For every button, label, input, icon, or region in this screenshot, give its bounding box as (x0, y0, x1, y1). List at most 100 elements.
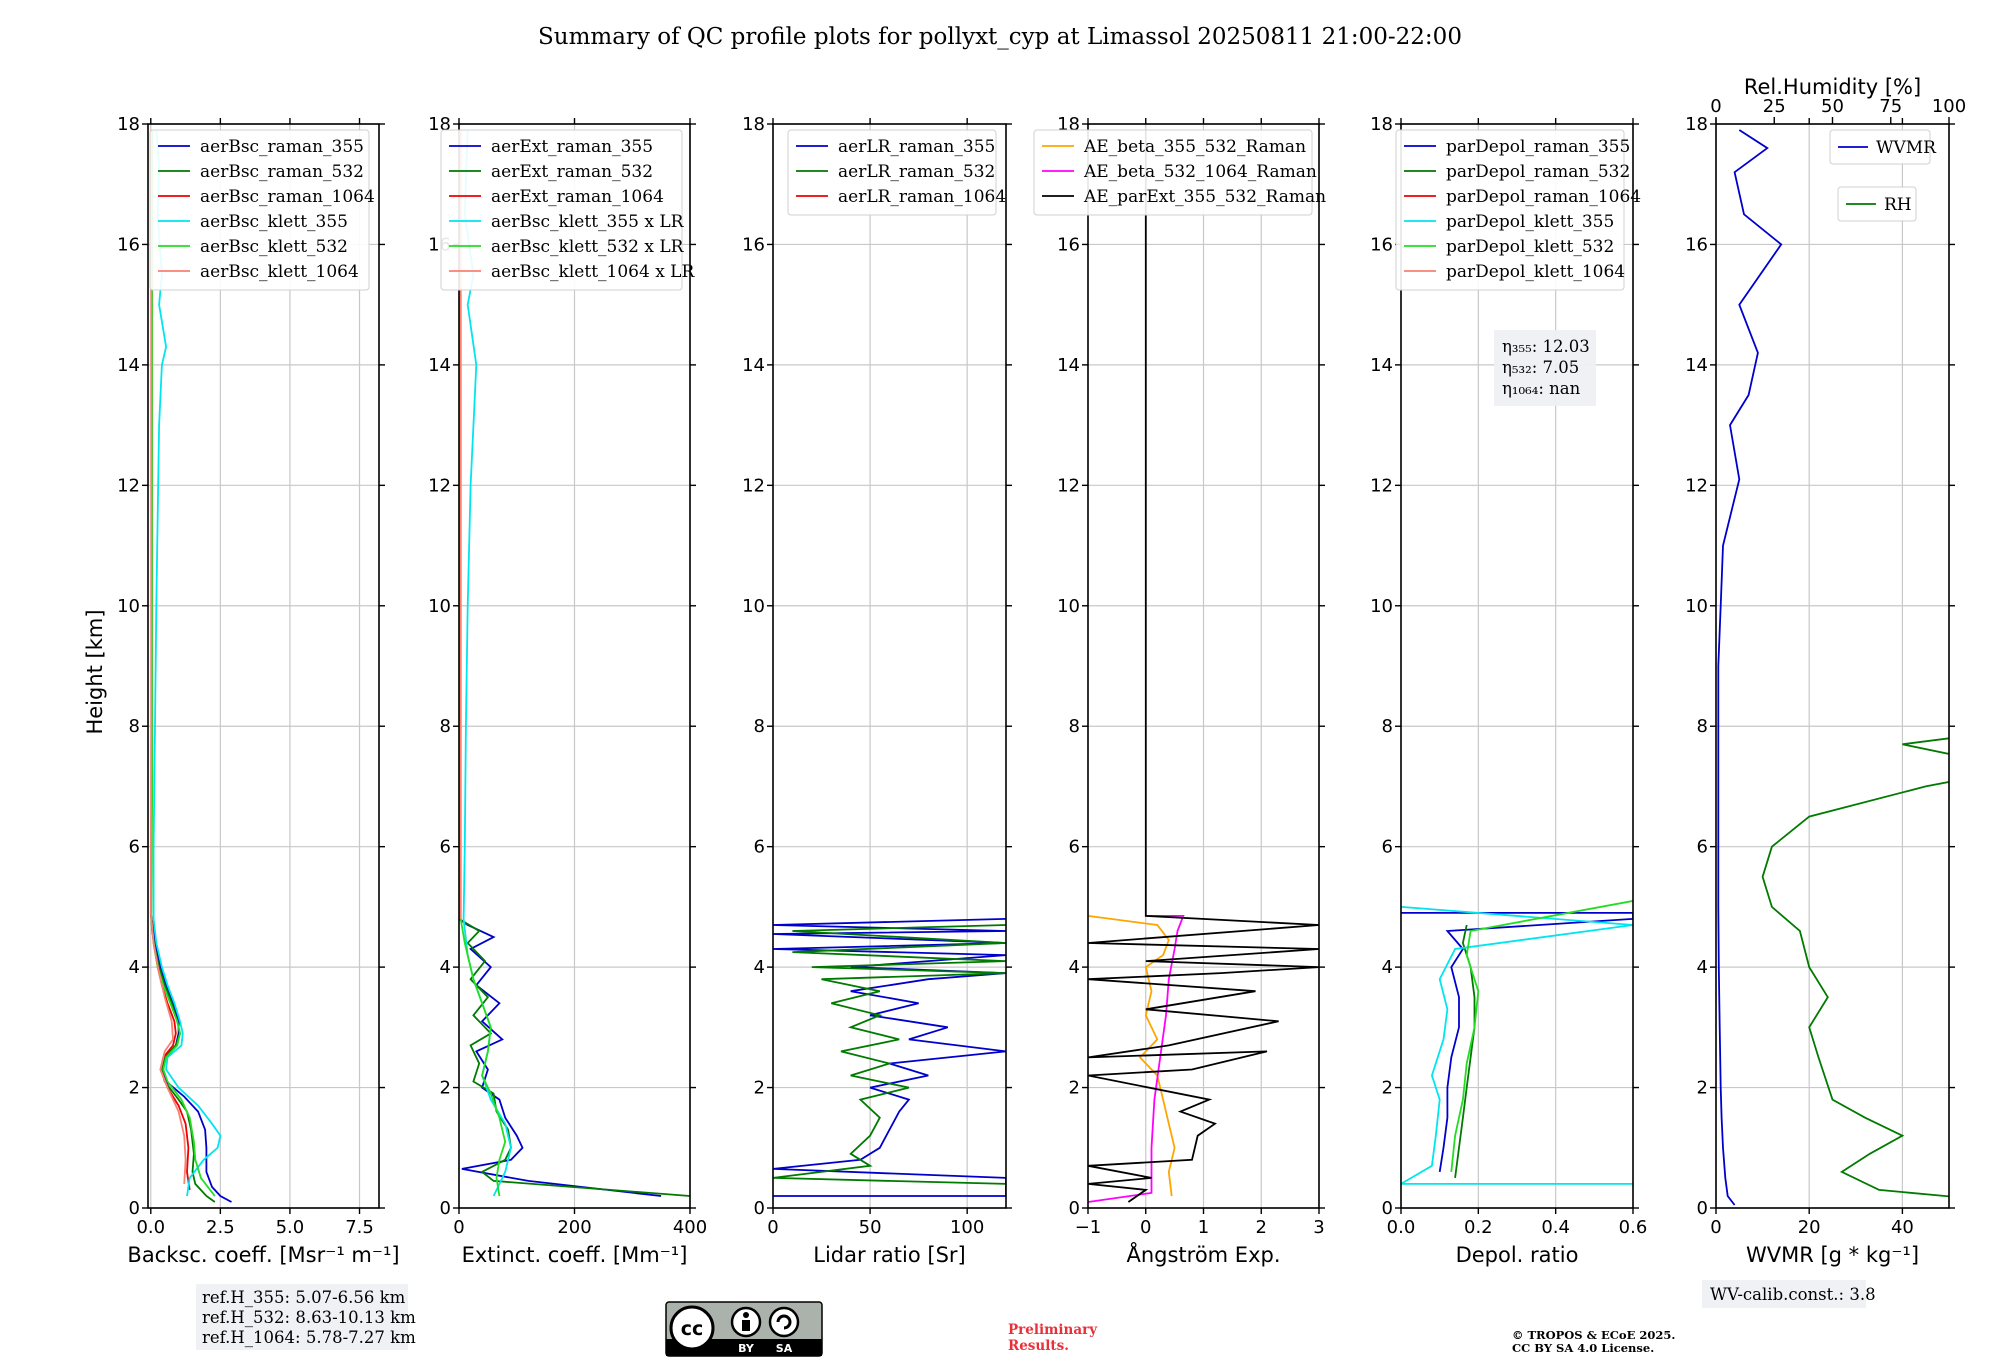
angstrom-x-tick-label: 2 (1256, 1217, 1267, 1238)
extinction-legend: aerExt_raman_355 aerExt_raman_532 aerExt_r… (440, 129, 695, 291)
water_vapor-x-tick-label: 20 (1798, 1217, 1821, 1238)
y-tick-label: 0 (1697, 1198, 1708, 1219)
extinction-x-axis-label: Extinct. coeff. [Mm⁻¹] (462, 1243, 688, 1267)
depolarization-x-tick-label: 0.0 (1387, 1217, 1416, 1238)
y-tick-label: 16 (1685, 234, 1708, 255)
backscatter-panel: 0 2 4 6 8 10 12 14 16 18 0.0 2.5 5.0 7.5 Backsc. coeff… (117, 114, 399, 1267)
preliminary-note: Preliminary (1008, 1322, 1098, 1338)
y-tick-label: 10 (428, 596, 451, 617)
legend-entry: parDepol_klett_355 (1446, 212, 1614, 232)
series-aerBsc_klett_355 (152, 129, 222, 1197)
series-AE_parExt_355_532_Raman (1088, 130, 1319, 1203)
extinction-x-tick-label: 200 (557, 1217, 591, 1238)
y-tick-label: 16 (1370, 234, 1393, 255)
rh-axis-label: Rel.Humidity [%] (1744, 75, 1921, 99)
preliminary-note-2: Results. (1008, 1338, 1069, 1354)
eta-532: η₅₃₂: 7.05 (1502, 358, 1579, 377)
wv-annotation: WV-calib.const.: 3.8 (1702, 1280, 1876, 1308)
y-tick-label: 14 (428, 355, 451, 376)
y-tick-label: 2 (129, 1078, 140, 1099)
y-tick-label: 4 (754, 957, 765, 978)
figure-title: Summary of QC profile plots for pollyxt_… (538, 24, 1462, 50)
y-tick-label: 18 (742, 114, 765, 135)
water_vapor-x-tick-label: 0 (1710, 1217, 1721, 1238)
license-note: CC BY SA 4.0 License. (1512, 1341, 1654, 1355)
legend-entry: parDepol_klett_532 (1446, 237, 1614, 257)
legend-entry: parDepol_raman_532 (1446, 162, 1630, 182)
y-tick-label: 2 (1069, 1078, 1080, 1099)
y-tick-label: 10 (117, 596, 140, 617)
copyright-note: © TROPOS & ECoE 2025. (1512, 1328, 1675, 1342)
eta-355: η₃₅₅: 12.03 (1502, 337, 1590, 356)
y-tick-label: 2 (440, 1078, 451, 1099)
y-tick-label: 0 (754, 1198, 765, 1219)
water_vapor-x-tick-label: 40 (1891, 1217, 1914, 1238)
y-tick-label: 10 (1057, 596, 1080, 617)
y-tick-label: 6 (1382, 837, 1393, 858)
angstrom-x-tick-label: 3 (1313, 1217, 1324, 1238)
legend-entry: aerBsc_klett_532 (200, 237, 348, 257)
y-tick-label: 14 (1685, 355, 1708, 376)
lidar_ratio-x-tick-label: 50 (859, 1217, 882, 1238)
backscatter-x-tick-label: 2.5 (206, 1217, 235, 1238)
y-tick-label: 8 (1069, 716, 1080, 737)
angstrom-x-tick-label: −1 (1075, 1217, 1102, 1238)
water_vapor-x-axis-label: WVMR [g * kg⁻¹] (1746, 1243, 1919, 1267)
angstrom-x-tick-label: 0 (1140, 1217, 1151, 1238)
y-tick-label: 12 (1370, 475, 1393, 496)
y-tick-label: 16 (117, 234, 140, 255)
y-tick-label: 6 (129, 837, 140, 858)
y-tick-label: 18 (1685, 114, 1708, 135)
y-tick-label: 0 (129, 1198, 140, 1219)
y-axis-label: Height [km] (83, 609, 107, 734)
y-tick-label: 8 (129, 716, 140, 737)
y-tick-label: 0 (440, 1198, 451, 1219)
legend-entry: aerBsc_klett_1064 x LR (491, 262, 695, 282)
y-tick-label: 14 (1370, 355, 1393, 376)
legend-entry: aerLR_raman_532 (838, 162, 995, 182)
series-WVMR (1717, 129, 1783, 1206)
depolarization-x-axis-label: Depol. ratio (1456, 1243, 1579, 1267)
depolarization-series (1401, 900, 1633, 1185)
y-tick-label: 12 (1685, 475, 1708, 496)
y-tick-label: 8 (440, 716, 451, 737)
legend-entry: aerExt_raman_1064 (491, 187, 664, 207)
y-tick-label: 14 (1057, 355, 1080, 376)
backscatter-series (149, 129, 232, 1203)
series-parDepol_raman_355 (1401, 912, 1633, 1173)
y-tick-label: 16 (1057, 234, 1080, 255)
depolarization-frame (1400, 123, 1634, 1209)
y-tick-label: 6 (440, 837, 451, 858)
series-aerLR_raman_532 (773, 924, 1006, 1185)
y-tick-label: 6 (1069, 837, 1080, 858)
legend-entry: WVMR (1876, 138, 1937, 158)
legend-entry: aerExt_raman_355 (491, 137, 653, 157)
wv-calib-const: WV-calib.const.: 3.8 (1710, 1285, 1876, 1304)
y-tick-label: 4 (1069, 957, 1080, 978)
legend-rh: RH (1837, 186, 1917, 222)
y-tick-label: 0 (1069, 1198, 1080, 1219)
depolarization-x-tick-label: 0.6 (1619, 1217, 1648, 1238)
eta-1064: η₁₀₆₄: nan (1502, 379, 1581, 398)
lidar_ratio-x-tick-label: 100 (950, 1217, 984, 1238)
lidar_ratio-panel: 0 2 4 6 8 10 12 14 16 18 0 50 100 Lidar ratio [Sr] (742, 114, 1012, 1267)
legend-entry: aerBsc_raman_1064 (200, 187, 375, 207)
backscatter-annotation: ref.H_355: 5.07-6.56 km ref.H_532: 8.63-… (196, 1284, 416, 1350)
legend-entry: AE_beta_355_532_Raman (1083, 137, 1306, 157)
rh-tick-label: 50 (1821, 96, 1844, 117)
legend-entry: aerBsc_klett_532 x LR (491, 237, 685, 257)
angstrom-x-axis-label: Ångström Exp. (1126, 1241, 1280, 1267)
legend-entry: aerLR_raman_355 (838, 137, 995, 157)
y-tick-label: 18 (1370, 114, 1393, 135)
y-tick-label: 2 (1697, 1078, 1708, 1099)
legend-entry: AE_parExt_355_532_Raman (1083, 187, 1326, 207)
cc-sa-label: SA (776, 1342, 793, 1355)
ref-height-355: ref.H_355: 5.07-6.56 km (202, 1288, 406, 1307)
y-tick-label: 18 (117, 114, 140, 135)
legend-entry: aerBsc_klett_1064 (200, 262, 359, 282)
series-aerBsc_raman_532 (149, 912, 216, 1203)
y-tick-label: 2 (754, 1078, 765, 1099)
